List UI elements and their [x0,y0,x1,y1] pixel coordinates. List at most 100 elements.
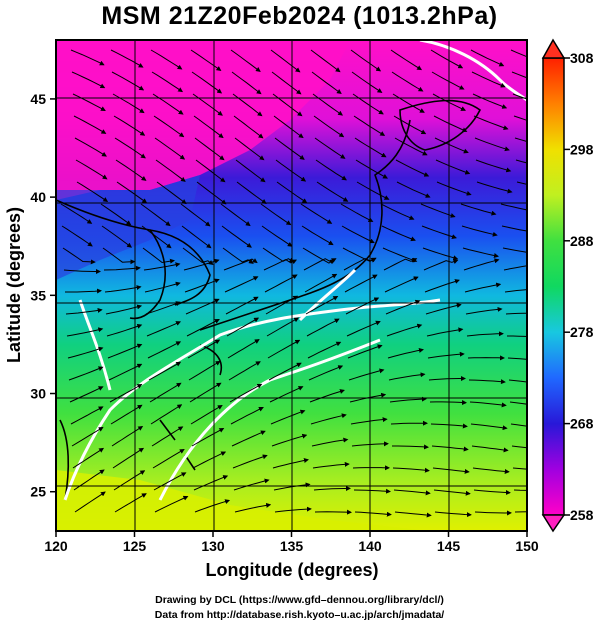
x-tick-label: 145 [437,538,461,554]
x-tick-label: 140 [358,538,382,554]
streamline [386,323,423,337]
credit-data: Data from http://database.rish.kyoto–u.a… [154,609,445,621]
colorbar-tick-label: 278 [570,324,594,340]
streamline [114,493,147,513]
x-tick-label: 125 [123,538,147,554]
streamline [271,71,302,95]
streamline [143,262,181,271]
streamline [384,276,419,293]
colorbar-tick-label: 258 [570,507,594,523]
x-tick-label: 150 [515,538,539,554]
colorbar-tick-label: 288 [570,233,594,249]
streamline [380,203,415,220]
streamline [473,489,511,495]
streamline [435,159,471,175]
streamline [421,225,457,239]
streamline [107,343,143,359]
streamline [154,495,189,513]
streamline [155,159,186,182]
streamline [193,475,229,491]
streamline [425,303,462,315]
streamline [468,379,506,385]
colorbar-tick-label: 268 [570,416,594,432]
streamline [393,489,431,496]
streamline [394,511,432,518]
streamline [156,181,187,205]
streamline [473,115,509,131]
streamline [183,258,220,271]
streamline [512,467,527,470]
streamline [354,137,387,158]
streamline [269,386,304,403]
streamline [471,445,509,453]
streamline [193,115,224,139]
streamline [144,281,181,293]
streamline [352,93,384,115]
streamline [232,454,268,469]
streamline [233,478,270,491]
streamline [312,461,350,469]
streamline [313,485,351,491]
streamline [147,341,182,359]
streamline [422,247,459,261]
streamline [229,383,263,403]
x-axis-title: Longitude (degrees) [205,560,378,580]
streamline [223,258,258,271]
streamline [388,372,426,381]
streamline [227,339,260,359]
streamline [349,392,387,403]
streamline [111,425,144,447]
streamline [233,115,264,139]
streamline [476,181,513,194]
streamline [152,448,185,469]
streamline [190,404,223,425]
streamline [513,489,527,491]
y-tick-label: 30 [30,386,46,402]
streamline [110,404,143,425]
streamline [351,441,389,447]
streamline [150,49,183,70]
streamline [512,93,527,100]
streamline [310,49,341,73]
streamline [314,137,346,159]
streamline [111,71,145,91]
streamline [151,426,184,447]
streamline [148,361,182,381]
graticule [56,40,527,531]
streamline [343,257,377,271]
streamline [431,71,465,90]
streamline [181,225,212,249]
x-tick-label: 130 [201,538,225,554]
streamline [62,247,96,265]
streamline [474,510,512,516]
streamline [306,318,340,337]
wind-streamlines [60,49,527,518]
streamline [436,181,472,196]
streamline [191,428,225,447]
streamline [102,247,136,265]
streamline [154,137,186,160]
streamline [230,49,261,72]
streamline [265,295,299,315]
streamline [392,93,425,113]
streamline [383,258,418,271]
streamline [460,203,497,216]
streamline [224,276,259,293]
streamline [434,137,469,154]
streamline [114,137,146,159]
streamline [347,344,383,359]
streamline [311,71,342,94]
colorbar-scale [542,57,565,516]
streamline [146,321,182,337]
x-axis: 120 125 130 135 140 145 150 [44,531,539,554]
streamline [73,115,107,134]
streamline [353,488,391,494]
streamline [141,225,172,249]
streamline [511,445,527,449]
streamline [351,71,383,93]
streamline [196,181,227,205]
streamline [145,301,181,315]
streamline [395,159,430,177]
streamline [471,71,506,88]
